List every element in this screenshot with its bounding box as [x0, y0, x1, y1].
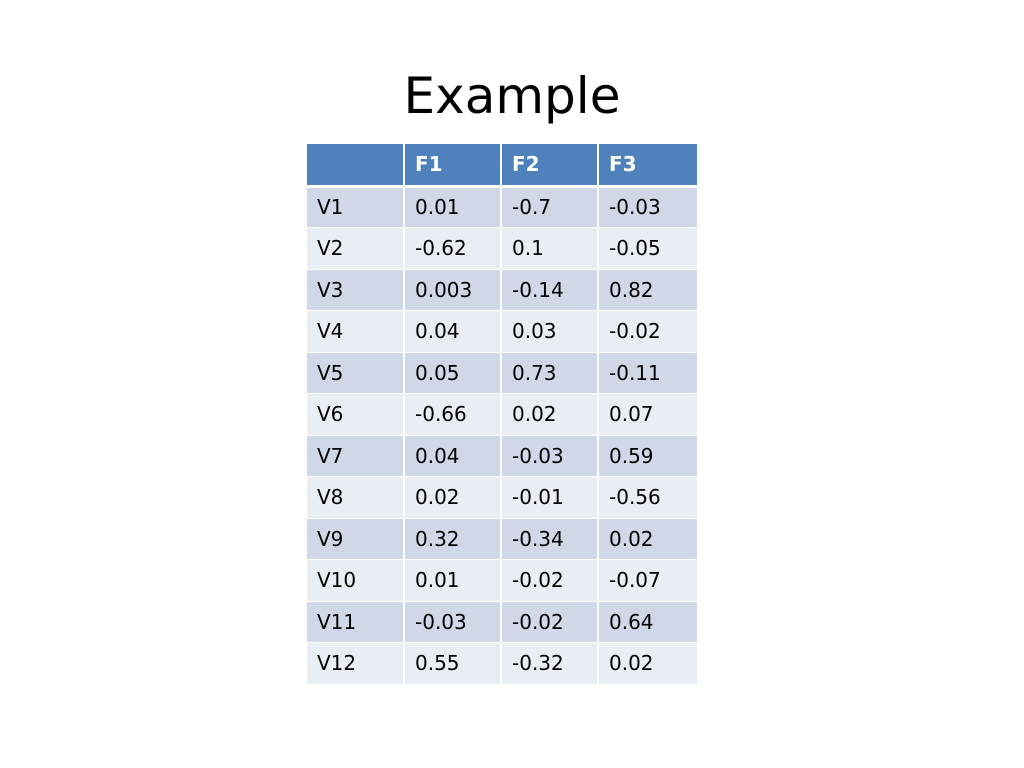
table-cell: 0.64 [598, 601, 697, 643]
slide-title: Example [403, 67, 621, 125]
table-cell: -0.66 [404, 393, 502, 436]
table-row: V2 -0.62 0.1 -0.05 [307, 227, 697, 270]
table-cell: 0.04 [404, 435, 502, 477]
table-cell: -0.14 [501, 269, 599, 311]
row-label-cell: V8 [307, 476, 405, 519]
table-cell: -0.62 [404, 227, 502, 270]
row-label-cell: V6 [307, 393, 405, 436]
table-cell: -0.07 [598, 559, 697, 602]
table-cell: -0.01 [501, 476, 599, 519]
table-cell: 0.02 [598, 518, 697, 560]
table-cell: 0.82 [598, 269, 697, 311]
table-cell: 0.05 [404, 352, 502, 394]
row-label-cell: V9 [307, 518, 405, 560]
table-cell: 0.32 [404, 518, 502, 560]
table-row: V5 0.05 0.73 -0.11 [307, 352, 697, 394]
table-cell: -0.11 [598, 352, 697, 394]
table-row: V12 0.55 -0.32 0.02 [307, 642, 697, 685]
table-cell: 0.73 [501, 352, 599, 394]
row-label-cell: V11 [307, 601, 405, 643]
header-cell-f2: F2 [501, 144, 599, 188]
table-row: V11 -0.03 -0.02 0.64 [307, 601, 697, 643]
header-cell-f3: F3 [598, 144, 697, 188]
table-cell: 0.04 [404, 310, 502, 353]
table-header-row: F1 F2 F3 [307, 144, 697, 188]
table-cell: 0.07 [598, 393, 697, 436]
table-cell: -0.02 [598, 310, 697, 353]
row-label-cell: V12 [307, 642, 405, 685]
table-cell: -0.05 [598, 227, 697, 270]
table-cell: -0.7 [501, 186, 599, 228]
row-label-cell: V10 [307, 559, 405, 602]
table-row: V9 0.32 -0.34 0.02 [307, 518, 697, 560]
factor-loadings-table: F1 F2 F3 V1 0.01 -0.7 -0.03 V2 -0.62 0.1… [307, 144, 697, 685]
row-label-cell: V2 [307, 227, 405, 270]
row-label-cell: V7 [307, 435, 405, 477]
table-cell: -0.03 [404, 601, 502, 643]
table-cell: 0.02 [598, 642, 697, 685]
table-cell: 0.55 [404, 642, 502, 685]
table-cell: 0.02 [501, 393, 599, 436]
table-row: V10 0.01 -0.02 -0.07 [307, 559, 697, 602]
row-label-cell: V5 [307, 352, 405, 394]
row-label-cell: V1 [307, 186, 405, 228]
header-cell-corner [307, 144, 405, 188]
table-cell: -0.32 [501, 642, 599, 685]
table-cell: -0.34 [501, 518, 599, 560]
table-row: V6 -0.66 0.02 0.07 [307, 393, 697, 436]
table-cell: -0.03 [501, 435, 599, 477]
table-cell: 0.59 [598, 435, 697, 477]
table-cell: -0.02 [501, 601, 599, 643]
table-row: V7 0.04 -0.03 0.59 [307, 435, 697, 477]
table-cell: 0.01 [404, 559, 502, 602]
table-cell: 0.1 [501, 227, 599, 270]
table-cell: 0.02 [404, 476, 502, 519]
table-row: V8 0.02 -0.01 -0.56 [307, 476, 697, 519]
table-row: V1 0.01 -0.7 -0.03 [307, 186, 697, 228]
table-cell: -0.56 [598, 476, 697, 519]
row-label-cell: V4 [307, 310, 405, 353]
table-cell: 0.003 [404, 269, 502, 311]
table-cell: 0.03 [501, 310, 599, 353]
table-row: V3 0.003 -0.14 0.82 [307, 269, 697, 311]
table-row: V4 0.04 0.03 -0.02 [307, 310, 697, 353]
table-cell: 0.01 [404, 186, 502, 228]
header-cell-f1: F1 [404, 144, 502, 188]
table-cell: -0.02 [501, 559, 599, 602]
table-cell: -0.03 [598, 186, 697, 228]
row-label-cell: V3 [307, 269, 405, 311]
